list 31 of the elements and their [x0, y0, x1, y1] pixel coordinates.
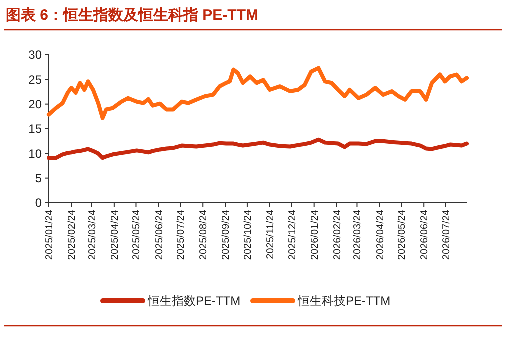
x-tick-label: 2025/12/24 [287, 210, 298, 260]
x-tick-label: 2026/02/24 [332, 210, 344, 260]
x-tick-label: 2026/03/24 [352, 210, 364, 260]
y-tick-label: 10 [28, 146, 42, 161]
y-tick-label: 20 [28, 98, 42, 112]
x-tick-label: 2025/05/24 [132, 210, 143, 260]
y-tick-label: 30 [28, 48, 42, 62]
x-tick-label: 2025/07/24 [176, 210, 188, 260]
x-tick-label: 2026/01/24 [310, 210, 321, 260]
y-tick-label: 15 [28, 122, 42, 136]
x-tick-label: 2025/09/24 [221, 210, 232, 260]
y-tick-label: 5 [35, 172, 42, 186]
legend-label: 恒生科技PE-TTM [297, 294, 391, 308]
x-tick-label: 2026/05/24 [397, 210, 408, 260]
x-tick-label: 2025/03/24 [87, 210, 98, 260]
y-tick-label: 0 [35, 196, 42, 210]
legend-label: 恒生指数PE-TTM [147, 294, 241, 308]
x-tick-label: 2025/06/24 [154, 210, 166, 260]
x-tick-label: 2026/04/24 [375, 210, 386, 260]
x-tick-label: 2025/11/24 [265, 210, 276, 260]
x-tick-label: 2026/06/24 [420, 210, 431, 260]
x-tick-label: 2025/08/24 [198, 210, 210, 260]
x-tick-label: 2026/07/24 [441, 210, 452, 260]
x-tick-label: 2025/02/24 [67, 210, 78, 260]
chart-title: 图表 6：恒生指数及恒生科指 PE-TTM [6, 7, 259, 24]
y-tick-label: 25 [28, 72, 42, 87]
x-tick-label: 2025/10/24 [242, 210, 254, 260]
x-tick-label: 2025/04/24 [110, 210, 121, 260]
x-tick-label: 2025/01/24 [44, 210, 56, 260]
line-series [47, 66, 469, 120]
line-series [47, 138, 469, 160]
